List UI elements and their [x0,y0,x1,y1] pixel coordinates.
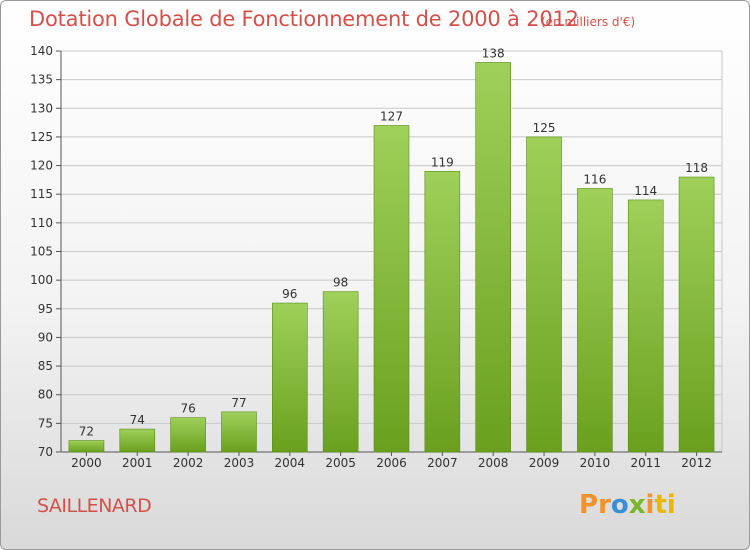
data-label: 77 [231,396,246,410]
data-label: 74 [130,413,145,427]
x-tick-label: 2010 [580,456,611,470]
labels: 70 75 80 85 90 95 100 105 110 115 120 125 130 135 140 2… [30,44,712,470]
y-tick-label: 75 [38,416,53,430]
bar-2008 [475,62,511,453]
bar-2001 [119,428,156,453]
logo-letter: r [598,490,611,520]
bar-2005 [322,291,359,453]
data-label: 96 [282,287,297,301]
bar-2000 [68,440,105,453]
x-tick-label: 2000 [71,456,102,470]
y-tick-label: 70 [38,445,53,459]
x-tick-label: 2009 [529,456,560,470]
y-tick-label: 140 [30,44,53,58]
data-label: 72 [79,425,94,439]
bar-2002 [170,417,206,453]
x-tick-label: 2006 [376,456,407,470]
x-tick-label: 2008 [478,456,509,470]
x-tick-label: 2002 [173,456,204,470]
x-tick-label: 2007 [427,456,458,470]
bar-2011 [627,199,664,453]
y-tick-label: 110 [30,216,53,230]
y-tick-label: 125 [30,130,53,144]
y-tick-label: 85 [38,359,53,373]
x-tick-label: 2011 [630,456,661,470]
logo-letter: i [666,490,676,520]
logo-letter: P [579,490,599,520]
data-label: 116 [583,172,606,186]
bar-2010 [577,188,613,453]
data-label: 114 [634,184,657,198]
data-label: 98 [333,276,348,290]
x-tick-label: 2003 [224,456,255,470]
x-tick-label: 2005 [325,456,356,470]
y-tick-label: 100 [30,273,53,287]
y-tick-label: 105 [30,245,53,259]
unit-note: (en milliers d'€) [541,15,636,29]
data-label: 118 [685,161,708,175]
logo-letter: t [654,490,667,520]
proxiti-logo[interactable]: Proxiti [579,490,676,520]
logo-letter: o [610,490,629,520]
bar-2003 [221,411,257,453]
y-tick-label: 90 [38,330,53,344]
bar-2004 [272,302,308,453]
chart-title: Dotation Globale de Fonctionnement de 20… [29,7,579,31]
logo-letter: i [645,490,655,520]
y-tick-label: 115 [30,187,53,201]
logo-letter: x [628,490,646,520]
bar-2007 [424,171,461,453]
x-tick-label: 2012 [681,456,712,470]
y-tick-label: 120 [30,159,53,173]
data-label: 119 [431,155,454,169]
y-tick-label: 80 [38,388,53,402]
data-label: 138 [482,46,505,60]
data-label: 76 [180,402,195,416]
y-tick-label: 130 [30,101,53,115]
y-tick-label: 95 [38,302,53,316]
bar-2006 [373,125,410,453]
data-label: 127 [380,109,403,123]
x-tick-label: 2001 [122,456,153,470]
bars [68,62,715,453]
bar-2009 [526,136,562,453]
x-tick-label: 2004 [275,456,306,470]
y-tick-label: 135 [30,73,53,87]
bar-2012 [678,176,715,453]
commune-name: SAILLENARD [37,495,152,517]
data-label: 125 [533,121,556,135]
